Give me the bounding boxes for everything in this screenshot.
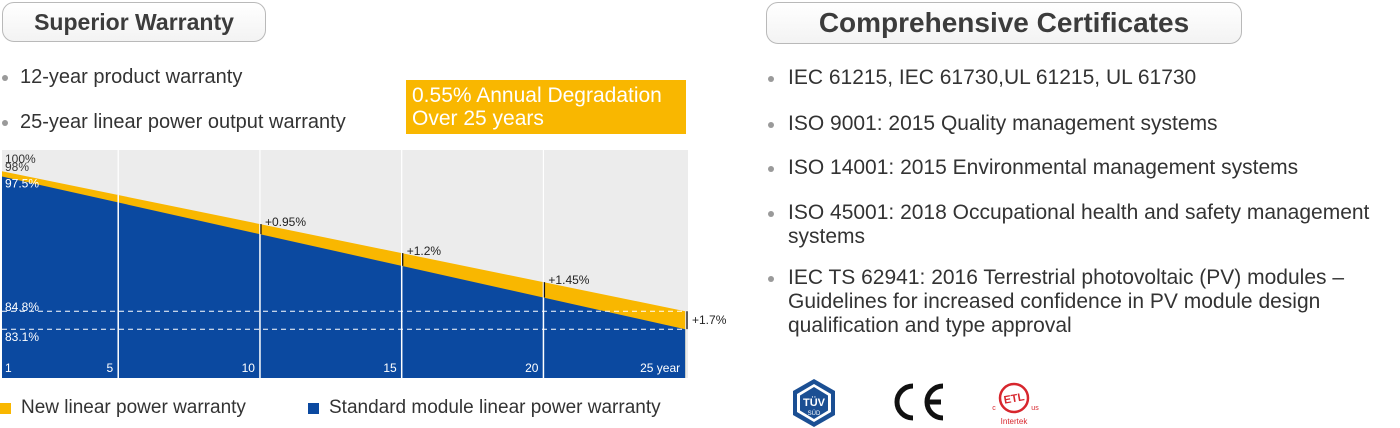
certificate-line: ISO 14001: 2015 Environmental management… (788, 156, 1299, 179)
gap-annotation-label: +1.2% (407, 244, 442, 258)
svg-text:Intertek: Intertek (1001, 417, 1029, 426)
certificate-item: ISO 45001: 2018 Occupational health and … (768, 201, 1369, 249)
svg-text:us: us (1031, 405, 1039, 412)
gap-annotation-label: +0.95% (265, 215, 306, 229)
value-label: 98% (5, 160, 29, 174)
ce-mark (894, 383, 944, 421)
top-label: 100% (5, 152, 36, 166)
x-tick-label: 25 year (640, 361, 680, 375)
legend-label: Standard module linear power warranty (329, 397, 661, 418)
certificate-item: IEC TS 62941: 2016 Terrestrial photovolt… (768, 266, 1344, 338)
bullet-product-warranty: 12-year product warranty (2, 66, 242, 89)
gap-annotation-label: +1.45% (548, 273, 589, 287)
certificate-text: ISO 45001: 2018 Occupational health and … (788, 201, 1369, 249)
x-tick-label: 5 (107, 361, 114, 375)
degradation-box: 0.55% Annual Degradation Over 25 years (406, 80, 686, 134)
bullet-dot-icon (2, 75, 8, 81)
svg-text:SÜD: SÜD (808, 410, 821, 417)
legend-item-standard: Standard module linear power warranty (308, 397, 661, 419)
bullet-dot-icon (768, 166, 774, 172)
bullet-dot-icon (768, 276, 774, 282)
bullet-dot-icon (768, 76, 774, 82)
certificate-line: ISO 9001: 2015 Quality management system… (788, 112, 1218, 135)
svg-text:TÜV: TÜV (803, 396, 826, 409)
x-tick-label: 1 (5, 361, 12, 375)
x-tick-label: 10 (242, 361, 256, 375)
warranty-chart: +0.95% +1.2% +1.45% +1.7% 98% 97.5% 84.8% 83.1%… (2, 150, 727, 378)
legend-item-new: New linear power warranty (0, 397, 246, 419)
bullet-dot-icon (768, 211, 774, 217)
etl-intertek-logo: ETL c us Intertek (992, 382, 1039, 426)
legend-label: New linear power warranty (21, 397, 246, 418)
certificate-line: ISO 45001: 2018 Occupational health and … (788, 201, 1370, 224)
certificate-item: IEC 61215, IEC 61730,UL 61215, UL 61730 (768, 66, 1196, 90)
certificate-line: IEC TS 62941: 2016 Terrestrial photovolt… (788, 266, 1345, 289)
bullet-dot-icon (2, 120, 8, 126)
warranty-title: Superior Warranty (2, 2, 266, 42)
value-label: 83.1% (5, 330, 39, 344)
value-label: 97.5% (5, 177, 39, 191)
legend-swatch-yellow (0, 402, 11, 414)
certificate-line: qualification and type approval (788, 314, 1072, 337)
x-tick-label: 20 (525, 361, 539, 375)
certificate-text: ISO 14001: 2015 Environmental management… (788, 156, 1298, 180)
certificate-text: IEC 61215, IEC 61730,UL 61215, UL 61730 (788, 66, 1196, 90)
series-area-standard (2, 176, 686, 378)
tuv-sud-logo: TÜV SÜD (793, 379, 835, 427)
certificate-text: IEC TS 62941: 2016 Terrestrial photovolt… (788, 266, 1344, 338)
value-label: 84.8% (5, 300, 39, 314)
bullet-text: 25-year linear power output warranty (20, 111, 346, 133)
bullet-dot-icon (768, 122, 774, 128)
svg-text:c: c (992, 405, 996, 412)
degradation-line-1: 0.55% Annual Degradation (412, 84, 662, 107)
bullet-power-warranty: 25-year linear power output warranty (2, 111, 346, 134)
bullet-text: 12-year product warranty (20, 66, 243, 88)
certificates-title: Comprehensive Certificates (766, 2, 1242, 44)
certificate-item: ISO 9001: 2015 Quality management system… (768, 112, 1218, 136)
svg-text:ETL: ETL (1003, 391, 1026, 406)
certificate-line: Guidelines for increased confidence in P… (788, 290, 1321, 313)
legend-swatch-blue (308, 402, 319, 414)
certificate-line: IEC 61215, IEC 61730,UL 61215, UL 61730 (788, 66, 1197, 89)
degradation-line-2: Over 25 years (412, 107, 544, 130)
x-tick-label: 15 (383, 361, 397, 375)
certificate-item: ISO 14001: 2015 Environmental management… (768, 156, 1298, 180)
gap-annotation-label: +1.7% (692, 313, 727, 327)
certificate-text: ISO 9001: 2015 Quality management system… (788, 112, 1218, 136)
certificate-line: systems (788, 225, 866, 248)
